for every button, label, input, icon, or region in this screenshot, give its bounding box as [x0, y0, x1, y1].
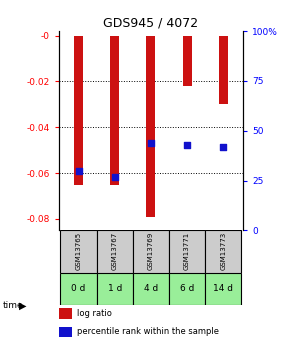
Bar	[97, 273, 133, 305]
Bar	[133, 230, 169, 273]
Text: percentile rank within the sample: percentile rank within the sample	[77, 327, 219, 336]
Text: ▶: ▶	[19, 300, 27, 310]
Bar	[169, 273, 205, 305]
Text: GSM13765: GSM13765	[76, 232, 81, 270]
Point	[76, 168, 81, 174]
Text: 4 d: 4 d	[144, 284, 158, 293]
Point	[221, 144, 226, 149]
Point	[149, 140, 153, 146]
Bar	[146, 36, 155, 217]
Bar	[60, 230, 97, 273]
Text: GSM13767: GSM13767	[112, 232, 118, 270]
Bar	[59, 308, 71, 318]
Bar	[74, 36, 83, 185]
Text: GSM13769: GSM13769	[148, 232, 154, 270]
Bar	[97, 230, 133, 273]
Text: 14 d: 14 d	[213, 284, 233, 293]
Bar	[205, 273, 241, 305]
Text: time: time	[3, 301, 23, 310]
Bar	[205, 230, 241, 273]
Text: 1 d: 1 d	[108, 284, 122, 293]
Point	[185, 142, 190, 147]
Bar	[133, 273, 169, 305]
Text: GSM13773: GSM13773	[220, 232, 226, 270]
Text: GSM13771: GSM13771	[184, 232, 190, 270]
Bar	[59, 327, 71, 337]
Bar	[219, 36, 228, 105]
Bar	[169, 230, 205, 273]
Bar	[110, 36, 119, 185]
Text: 0 d: 0 d	[71, 284, 86, 293]
Text: 6 d: 6 d	[180, 284, 194, 293]
Text: log ratio: log ratio	[77, 309, 112, 318]
Bar	[183, 36, 192, 86]
Bar	[60, 273, 97, 305]
Title: GDS945 / 4072: GDS945 / 4072	[103, 17, 198, 30]
Point	[112, 174, 117, 179]
